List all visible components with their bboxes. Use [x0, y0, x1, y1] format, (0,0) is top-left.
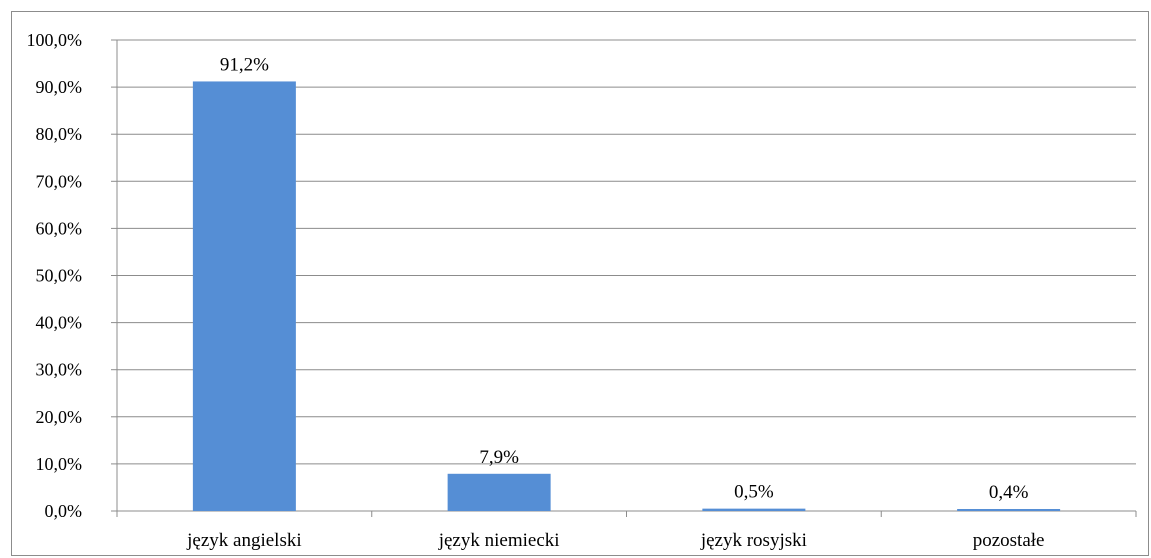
- data-label: 91,2%: [220, 54, 269, 75]
- bar: [702, 508, 806, 511]
- data-label: 0,4%: [989, 482, 1029, 503]
- y-tick-label: 10,0%: [36, 454, 83, 474]
- y-tick-label: 70,0%: [36, 171, 83, 191]
- bar: [957, 509, 1061, 511]
- x-axis-category-labels: język angielski język niemiecki język rosy…: [186, 530, 1044, 551]
- bar: [447, 473, 551, 511]
- y-tick-label: 100,0%: [27, 30, 83, 50]
- data-label: 7,9%: [479, 447, 519, 468]
- x-category-label: pozostałe: [973, 530, 1045, 551]
- y-tick-label: 40,0%: [36, 313, 83, 333]
- y-tick-label: 30,0%: [36, 360, 83, 380]
- y-tick-label: 60,0%: [36, 218, 83, 238]
- y-tick-label: 20,0%: [36, 407, 83, 427]
- y-tick-label: 50,0%: [36, 266, 83, 286]
- bars: [192, 81, 1061, 511]
- x-category-label: język niemiecki: [438, 530, 560, 551]
- x-category-label: język angielski: [186, 530, 302, 551]
- data-labels: 91,2% 7,9% 0,5% 0,4%: [220, 54, 1029, 503]
- bar: [192, 81, 296, 511]
- x-category-label: język rosyjski: [700, 530, 807, 551]
- y-tick-label: 80,0%: [36, 124, 83, 144]
- data-label: 0,5%: [734, 482, 774, 503]
- y-axis-tick-labels: 0,0% 10,0% 20,0% 30,0% 40,0% 50,0% 60,0% 70,0% 8…: [27, 30, 83, 521]
- y-tick-label: 0,0%: [45, 501, 83, 521]
- y-tick-label: 90,0%: [36, 77, 83, 97]
